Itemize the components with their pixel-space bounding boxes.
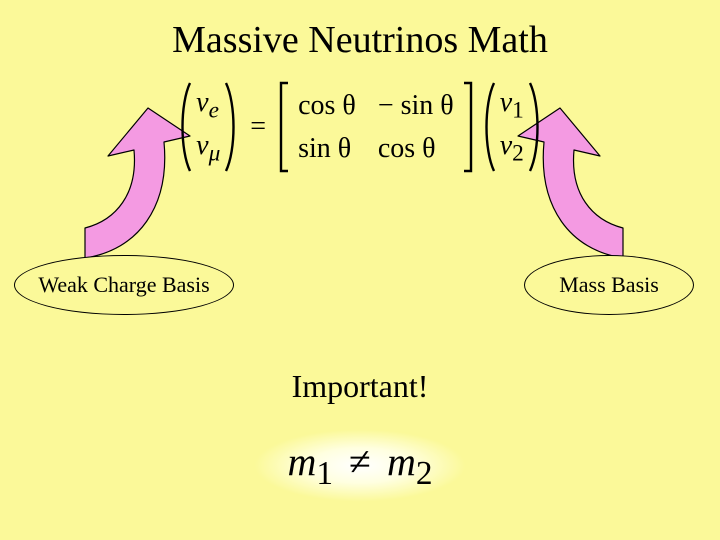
inequality-glow: m1 ≠ m2 [227, 420, 492, 511]
neq-sign: ≠ [343, 439, 377, 484]
equals-sign: = [246, 111, 270, 143]
rotation-matrix: cos θ − sin θ sin θ cos θ [278, 80, 474, 174]
ineq-sub1: 1 [316, 455, 333, 492]
bracket-open-icon [278, 80, 290, 174]
weak-charge-basis-label: Weak Charge Basis [14, 255, 234, 315]
nu-mu: νμ [196, 132, 220, 166]
paren-close-icon [528, 80, 542, 174]
left-vector-cells: νe νμ [192, 84, 224, 170]
nu-1: ν1 [500, 89, 524, 123]
nu-2: ν2 [500, 132, 524, 166]
matrix-cells: cos θ − sin θ sin θ cos θ [290, 84, 462, 170]
important-label: Important! [0, 368, 720, 405]
m22: cos θ [378, 133, 454, 165]
important-text: Important! [292, 368, 429, 404]
ineq-sub2: 2 [416, 455, 433, 492]
mass-basis-label: Mass Basis [524, 255, 694, 315]
paren-open-icon [178, 80, 192, 174]
right-vector: ν1 ν2 [482, 80, 542, 174]
nu-e: νe [196, 89, 220, 123]
mass-basis-text: Mass Basis [559, 272, 659, 298]
m12: − sin θ [378, 90, 454, 122]
left-vector: νe νμ [178, 80, 238, 174]
m21: sin θ [298, 133, 356, 165]
bracket-close-icon [462, 80, 474, 174]
inequality: m1 ≠ m2 [0, 420, 720, 511]
title-text: Massive Neutrinos Math [172, 19, 548, 61]
equation: νe νμ = cos θ − sin θ sin θ cos θ ν1 ν2 [0, 80, 720, 174]
paren-open-icon [482, 80, 496, 174]
weak-charge-basis-text: Weak Charge Basis [38, 272, 209, 298]
m11: cos θ [298, 90, 356, 122]
inequality-expression: m1 ≠ m2 [287, 439, 432, 484]
paren-close-icon [224, 80, 238, 174]
right-vector-cells: ν1 ν2 [496, 84, 528, 170]
page-title: Massive Neutrinos Math [0, 18, 720, 62]
